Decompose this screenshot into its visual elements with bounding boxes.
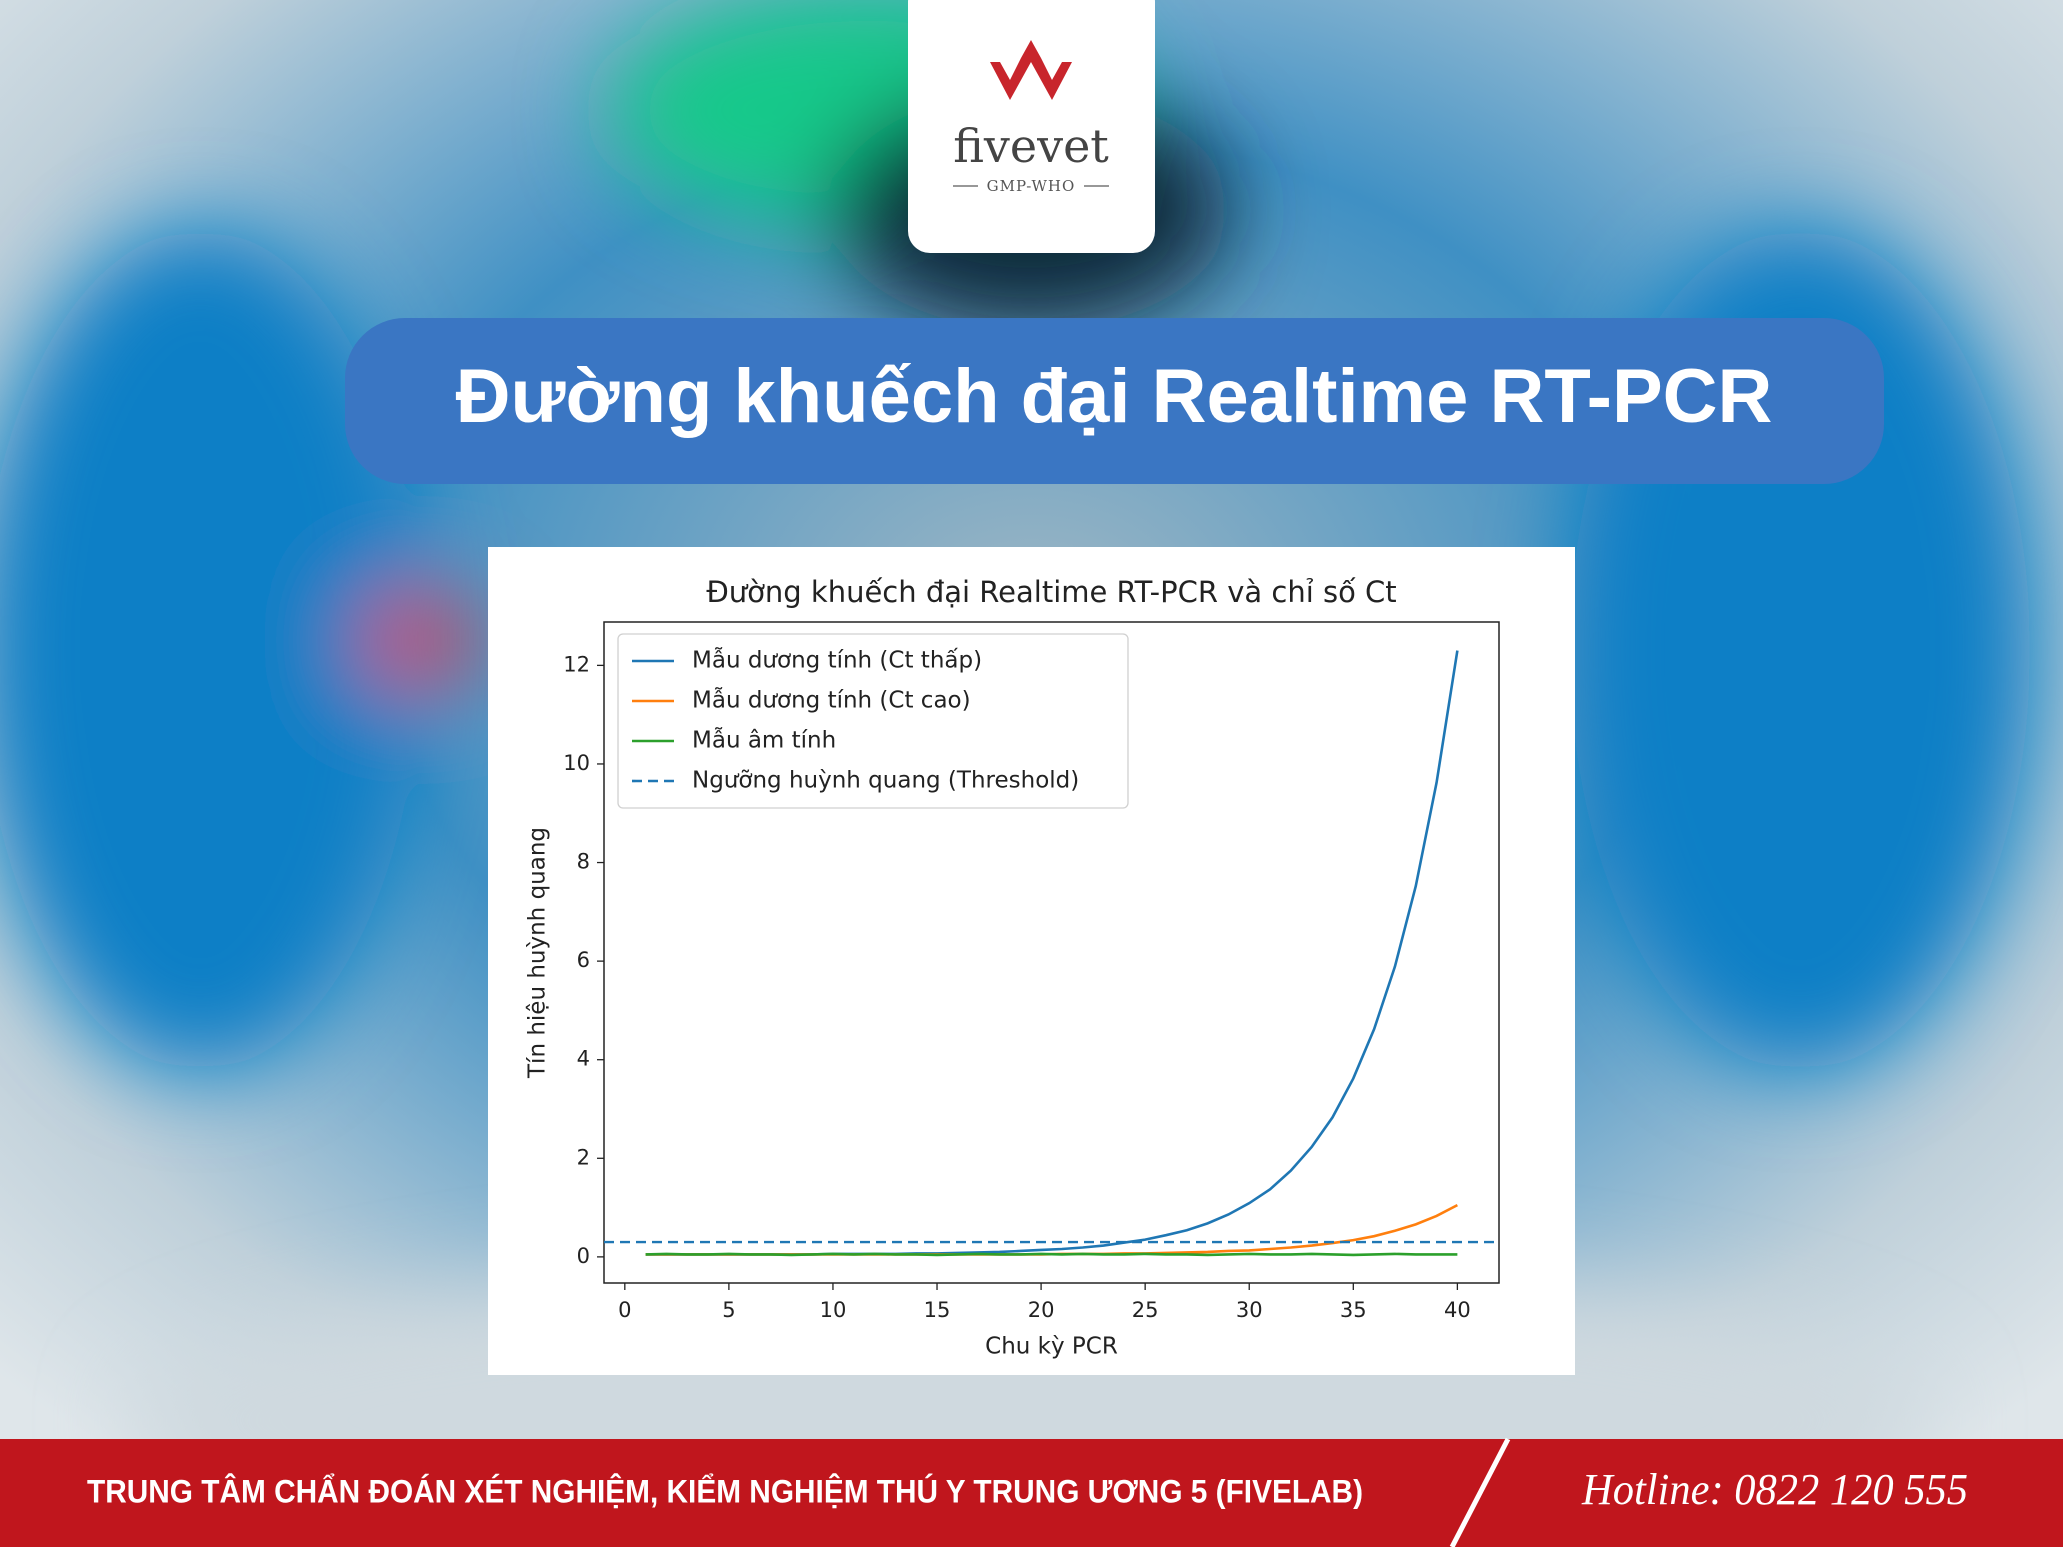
logo-name: fivevet <box>953 119 1109 173</box>
x-tick-label: 5 <box>722 1298 735 1322</box>
x-tick-label: 30 <box>1236 1298 1263 1322</box>
y-tick-label: 2 <box>577 1145 590 1169</box>
y-tick-label: 4 <box>577 1047 590 1071</box>
chart: Đường khuếch đại Realtime RT-PCR và chỉ … <box>525 575 1500 1360</box>
legend-label: Mẫu dương tính (Ct cao) <box>692 686 971 714</box>
x-tick-label: 20 <box>1028 1298 1055 1322</box>
legend-label: Mẫu dương tính (Ct thấp) <box>692 646 982 674</box>
y-tick-label: 8 <box>577 850 590 874</box>
logo-mark <box>990 40 1072 100</box>
page-title: Đường khuếch đại Realtime RT-PCR <box>456 354 1773 439</box>
y-tick-label: 12 <box>563 652 590 676</box>
footer-band <box>0 1439 2063 1547</box>
title-pill <box>345 318 1884 484</box>
legend-label: Ngưỡng huỳnh quang (Threshold) <box>692 768 1079 794</box>
x-tick-label: 10 <box>820 1298 847 1322</box>
footer-organization: TRUNG TÂM CHẨN ĐOÁN XÉT NGHIỆM, KIỂM NGH… <box>87 1473 1363 1509</box>
logo-subtitle: GMP-WHO <box>987 177 1076 195</box>
footer-hotline[interactable]: Hotline: 0822 120 555 <box>1581 1465 1968 1514</box>
x-tick-label: 35 <box>1340 1298 1367 1322</box>
series-line <box>645 1252 1458 1257</box>
footer-separator <box>1449 1437 1511 1549</box>
chart-title: Đường khuếch đại Realtime RT-PCR và chỉ … <box>706 575 1396 609</box>
legend-label: Mẫu âm tính <box>692 726 836 754</box>
y-tick-label: 6 <box>577 948 590 972</box>
x-tick-label: 25 <box>1132 1298 1159 1322</box>
plot-frame <box>603 621 1500 1284</box>
y-tick-label: 10 <box>563 751 590 775</box>
y-tick-label: 0 <box>577 1244 590 1268</box>
logo-box <box>908 0 1155 253</box>
legend-box <box>617 633 1129 809</box>
x-axis-label: Chu kỳ PCR <box>985 1334 1118 1360</box>
x-tick-label: 15 <box>924 1298 951 1322</box>
x-tick-label: 0 <box>618 1298 631 1322</box>
y-axis-label: Tín hiệu huỳnh quang <box>525 827 551 1079</box>
x-tick-label: 40 <box>1444 1298 1471 1322</box>
